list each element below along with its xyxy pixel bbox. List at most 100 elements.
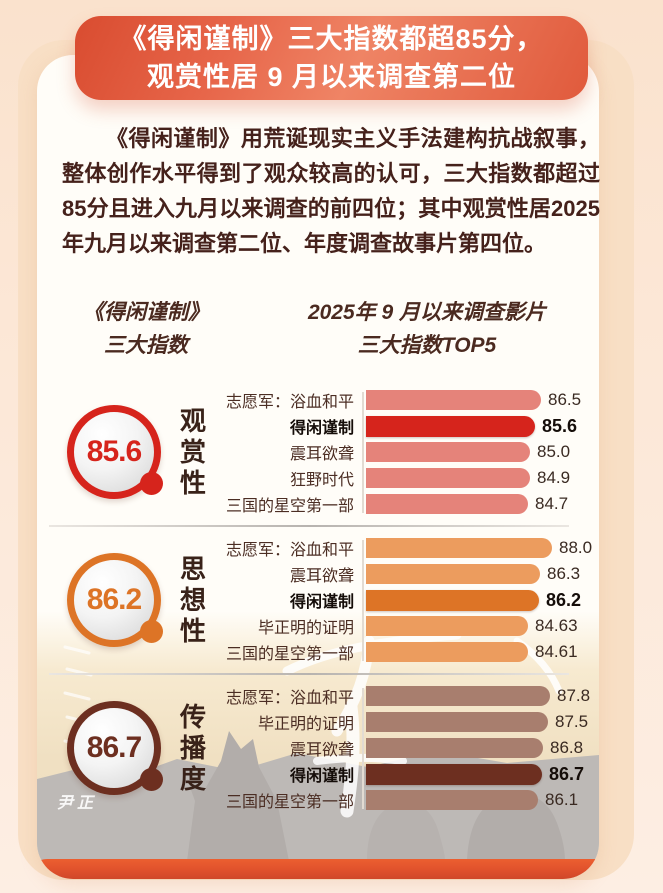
- index-name-char: 赏: [179, 436, 206, 467]
- score-value: 86.7: [549, 763, 585, 784]
- ranking-row: 狂野时代 84.9: [216, 468, 599, 489]
- ranking-bars: 志愿军：浴血和平 87.8 毕正明的证明 87.5 震耳欲聋 86.8 得闲谨制 86.7 三国…: [216, 686, 599, 811]
- score-bar: [366, 468, 530, 488]
- index-score-badge: 85.6: [67, 405, 163, 499]
- score-value: 86.2: [546, 589, 582, 610]
- film-title-label: 得闲谨制: [289, 420, 354, 437]
- film-title-label: 震耳欲聋: [289, 446, 354, 463]
- score-value: 84.63: [535, 616, 578, 635]
- ranking-row: 震耳欲聋 86.3: [216, 564, 599, 585]
- intro-paragraph: 《得闲谨制》用荒诞现实主义手法建构抗战叙事，整体创作水平得到了观众较高的认可，三…: [62, 126, 600, 256]
- score-bar: [366, 390, 541, 410]
- film-title-label: 三国的星空第一部: [225, 646, 354, 663]
- bottom-orange-ribbon: [37, 859, 599, 879]
- score-bar: [366, 589, 539, 611]
- magnifier-handle-dot: [140, 472, 163, 495]
- index-score-value: 86.7: [86, 731, 142, 764]
- index-score-value: 85.6: [86, 435, 142, 468]
- film-title-label: 志愿军：浴血和平: [225, 394, 354, 411]
- index-name-char: 思: [179, 553, 206, 584]
- index-name-vertical-label: 传播度: [176, 702, 210, 795]
- score-value: 88.0: [559, 538, 593, 557]
- score-bar: [366, 538, 552, 558]
- infographic-card: 尹正: [37, 55, 599, 879]
- ranking-row: 毕正明的证明 84.63: [216, 616, 599, 637]
- score-bar: [366, 763, 542, 785]
- score-value: 86.8: [550, 738, 584, 757]
- score-bar: [366, 686, 550, 706]
- index-sections: 85.6 观赏性志愿军：浴血和平 86.5 得闲谨制 85.6 震耳欲聋 85.0 狂野时代 8…: [37, 378, 599, 822]
- score-bar: [366, 442, 530, 462]
- ranking-bars: 志愿军：浴血和平 86.5 得闲谨制 85.6 震耳欲聋 85.0 狂野时代 84.9 三国的星…: [216, 390, 599, 515]
- film-title-label: 得闲谨制: [289, 594, 354, 611]
- film-title-label: 三国的星空第一部: [225, 498, 354, 515]
- right-header-line-1: 2025年 9 月以来调查影片: [307, 301, 547, 324]
- film-title-label: 震耳欲聋: [289, 568, 354, 585]
- film-title-label: 志愿军：浴血和平: [225, 690, 354, 707]
- column-headers: 《得闲谨制》 三大指数 2025年 9 月以来调查影片 三大指数TOP5: [37, 296, 599, 362]
- index-name-vertical-label: 观赏性: [176, 406, 210, 499]
- ranking-row: 三国的星空第一部 84.61: [216, 642, 599, 663]
- film-title-label: 震耳欲聋: [289, 742, 354, 759]
- title-banner: 《得闲谨制》三大指数都超85分， 观赏性居 9 月以来调查第二位: [75, 16, 588, 100]
- score-bar: [366, 415, 535, 437]
- ranking-row: 得闲谨制 86.7: [216, 763, 599, 785]
- index-section-2: 86.2 思想性志愿军：浴血和平 88.0 震耳欲聋 86.3 得闲谨制 86.2 毕正明的证…: [37, 525, 599, 674]
- ranking-row: 三国的星空第一部 86.1: [216, 790, 599, 811]
- index-score-value: 86.2: [86, 583, 142, 616]
- title-line-2: 观赏性居 9 月以来调查第二位: [146, 62, 517, 92]
- score-value: 84.9: [537, 468, 571, 487]
- left-header-line-1: 《得闲谨制》: [83, 301, 209, 324]
- left-header-line-2: 三大指数: [104, 334, 188, 357]
- score-bar: [366, 790, 538, 810]
- score-value: 85.0: [537, 442, 571, 461]
- ranking-row: 志愿军：浴血和平 88.0: [216, 538, 599, 559]
- index-section-1: 85.6 观赏性志愿军：浴血和平 86.5 得闲谨制 85.6 震耳欲聋 85.0 狂野时代 8…: [37, 378, 599, 526]
- ranking-row: 毕正明的证明 87.5: [216, 712, 599, 733]
- score-value: 85.6: [542, 415, 578, 436]
- film-title-label: 狂野时代: [289, 472, 354, 489]
- index-name-char: 播: [179, 732, 206, 763]
- index-name-vertical-label: 思想性: [176, 554, 210, 647]
- score-value: 87.5: [555, 712, 589, 731]
- index-name-char: 性: [179, 467, 206, 498]
- ranking-bars: 志愿军：浴血和平 88.0 震耳欲聋 86.3 得闲谨制 86.2 毕正明的证明 84.63 三…: [216, 538, 599, 663]
- score-value: 84.7: [535, 494, 569, 513]
- score-value: 84.61: [535, 642, 578, 661]
- left-column-header: 《得闲谨制》 三大指数: [37, 296, 255, 362]
- right-column-header: 2025年 9 月以来调查影片 三大指数TOP5: [255, 296, 599, 362]
- score-value: 86.1: [545, 790, 579, 809]
- ranking-row: 得闲谨制 86.2: [216, 589, 599, 611]
- score-value: 86.5: [548, 390, 582, 409]
- magnifier-handle-dot: [140, 768, 163, 791]
- score-bar: [366, 712, 548, 732]
- right-header-line-2: 三大指数TOP5: [357, 334, 497, 357]
- film-title-label: 三国的星空第一部: [225, 794, 354, 811]
- score-bar: [366, 494, 528, 514]
- poster-signature-text: 尹正: [57, 795, 98, 812]
- ranking-row: 震耳欲聋 86.8: [216, 738, 599, 759]
- magnifier-handle-dot: [140, 620, 163, 643]
- film-title-label: 志愿军：浴血和平: [225, 542, 354, 559]
- score-bar: [366, 738, 543, 758]
- score-value: 87.8: [557, 686, 591, 705]
- film-title-label: 毕正明的证明: [257, 620, 354, 637]
- score-value: 86.3: [547, 564, 581, 583]
- score-bar: [366, 642, 528, 662]
- ranking-row: 得闲谨制 85.6: [216, 415, 599, 437]
- title-line-1: 《得闲谨制》三大指数都超85分，: [119, 24, 544, 54]
- score-bar: [366, 564, 540, 584]
- index-name-char: 观: [179, 405, 206, 436]
- film-title-label: 得闲谨制: [289, 768, 354, 785]
- index-score-badge: 86.7: [67, 701, 163, 795]
- score-bar: [366, 616, 528, 636]
- ranking-row: 志愿军：浴血和平 86.5: [216, 390, 599, 411]
- index-name-char: 性: [179, 615, 206, 646]
- index-section-3: 86.7 传播度志愿军：浴血和平 87.8 毕正明的证明 87.5 震耳欲聋 86.8 得闲谨…: [37, 673, 599, 822]
- ranking-row: 志愿军：浴血和平 87.8: [216, 686, 599, 707]
- film-title-label: 毕正明的证明: [257, 716, 354, 733]
- index-name-char: 传: [179, 701, 206, 732]
- index-name-char: 想: [179, 584, 206, 615]
- index-name-char: 度: [179, 763, 206, 794]
- ranking-row: 震耳欲聋 85.0: [216, 442, 599, 463]
